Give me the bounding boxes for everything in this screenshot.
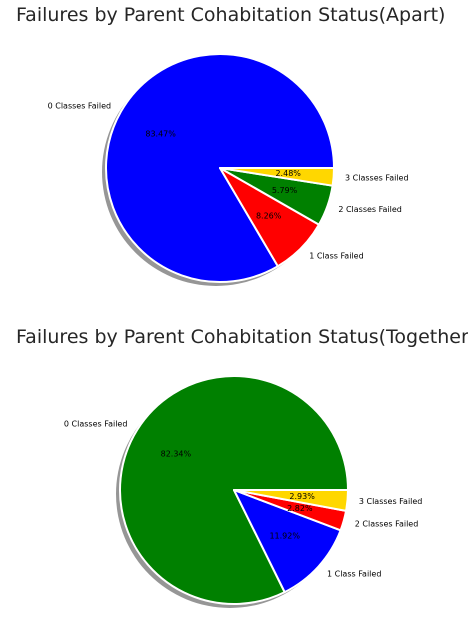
pie-value-label: 2.48%: [275, 169, 301, 178]
pie-value-label: 83.47%: [145, 130, 176, 139]
pie-chart-together-canvas: 82.34% 0 Classes Failed 11.92% 1 Class Fail…: [64, 375, 423, 608]
pie-category-label: 0 Classes Failed: [64, 419, 128, 428]
pie-value-label: 5.79%: [272, 186, 298, 195]
pie-slice-0-classes-failed: [105, 53, 335, 283]
pie-slice-3-classes-failed: [233, 489, 349, 512]
pie-value-label: 2.82%: [287, 504, 313, 513]
pie-category-label: 1 Class Failed: [327, 570, 381, 579]
pie-value-label: 82.34%: [161, 449, 192, 458]
pie-category-label: 2 Classes Failed: [355, 519, 419, 528]
chart-title-together: Failures by Parent Cohabitation Status(T…: [16, 326, 468, 348]
pie-chart-apart-canvas: 83.47% 0 Classes Failed 8.26% 1 Class Faile…: [48, 53, 409, 286]
chart-title-apart: Failures by Parent Cohabitation Status(A…: [16, 4, 446, 26]
pie-category-label: 0 Classes Failed: [48, 101, 112, 110]
pie-category-label: 1 Class Failed: [309, 252, 363, 261]
pie-chart-apart: Failures by Parent Cohabitation Status(A…: [16, 4, 446, 286]
pie-slice-3-classes-failed: [219, 167, 335, 187]
pie-slice-1-class-failed: [233, 489, 342, 594]
pie-value-label: 11.92%: [269, 531, 300, 540]
pie-chart-together: Failures by Parent Cohabitation Status(T…: [0, 322, 468, 624]
pie-value-label: 8.26%: [256, 212, 282, 221]
pie-category-label: 2 Classes Failed: [338, 205, 402, 214]
pie-slice-0-classes-failed: [119, 375, 349, 606]
pie-category-label: 3 Classes Failed: [345, 173, 409, 182]
pie-value-label: 2.93%: [289, 492, 315, 501]
pie-category-label: 3 Classes Failed: [359, 497, 423, 506]
